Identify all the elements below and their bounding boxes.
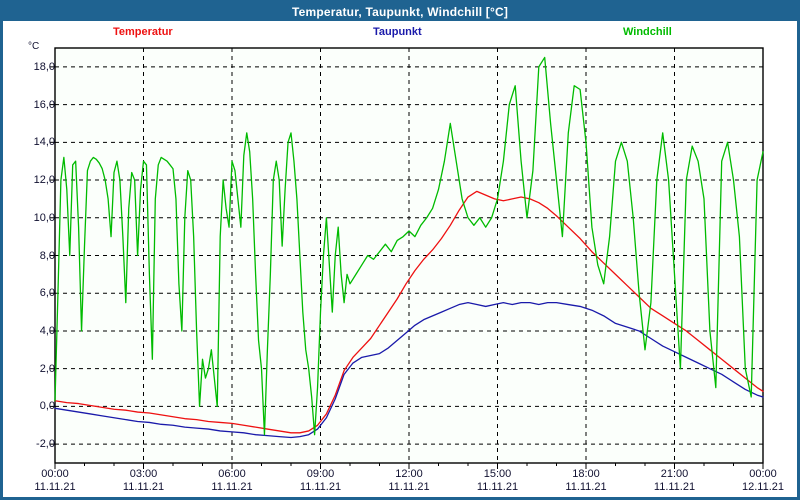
- x-axis-tick-time: 03:00: [129, 468, 158, 480]
- chart-canvas: [50, 47, 764, 469]
- x-axis-tick-time: 06:00: [218, 468, 246, 480]
- x-axis-tick-date: 11.11.21: [565, 481, 607, 493]
- x-axis-tick-time: 12:00: [395, 468, 423, 480]
- y-axis-tick-label: 0,0: [39, 400, 55, 413]
- x-axis-tick-label: 03:00 11.11.21: [104, 468, 184, 494]
- x-axis-tick-label: 21:00 11.11.21: [635, 468, 715, 494]
- x-axis-tick-label: 00:00 11.11.21: [15, 468, 95, 494]
- x-axis-tick-time: 00:00: [41, 468, 69, 480]
- y-axis-tick-label: 12,0: [33, 174, 55, 187]
- x-axis-tick-time: 00:00: [749, 468, 777, 480]
- x-axis-tick-time: 09:00: [306, 468, 335, 480]
- y-axis-tick-label: 6,0: [39, 287, 55, 300]
- y-axis-tick-label: 16,0: [33, 98, 55, 111]
- x-axis-tick-date: 11.11.21: [476, 481, 519, 493]
- y-axis-tick-label: 4,0: [39, 324, 55, 337]
- chart-legend: Temperatur Taupunkt Windchill: [3, 23, 797, 43]
- x-axis-tick-label: 12:00 11.11.21: [369, 468, 449, 494]
- x-axis-tick-date: 11.11.21: [122, 481, 165, 493]
- series-line-temperatur: [54, 190, 764, 434]
- x-axis-tick-label: 15:00 11.11.21: [458, 468, 538, 494]
- window-title-bar: Temperatur, Taupunkt, Windchill [°C]: [3, 3, 797, 21]
- x-axis-tick-time: 18:00: [572, 468, 600, 480]
- y-axis-tick-label: 18,0: [33, 60, 55, 73]
- x-axis-tick-label: 18:00 11.11.21: [546, 468, 626, 494]
- legend-item-taupunkt: Taupunkt: [373, 26, 422, 38]
- x-axis-tick-label: 09:00 11.11.21: [281, 468, 361, 494]
- y-axis-tick-label: 10,0: [33, 211, 55, 224]
- plot-area: °C 18,0 16,0 14,0 12,0 10,0 8,0 6,0 4,0 2,0 0,0 -2…: [3, 3, 797, 497]
- series-line-windchill: [54, 56, 764, 436]
- x-axis-tick-label: 06:00 11.11.21: [192, 468, 272, 494]
- legend-item-temperatur: Temperatur: [113, 26, 173, 38]
- y-axis-tick-labels: 18,0 16,0 14,0 12,0 10,0 8,0 6,0 4,0 2,0 0,0 -2,0: [3, 3, 55, 497]
- y-axis-tick-label: 2,0: [39, 362, 55, 375]
- y-axis-tick-label: -2,0: [36, 438, 55, 451]
- x-axis-tick-label: 00:00 12.11.21: [723, 468, 800, 494]
- x-axis-tick-date: 12.11.21: [741, 481, 784, 493]
- y-axis-tick-label: 14,0: [33, 136, 55, 149]
- x-axis-tick-date: 11.11.21: [34, 481, 76, 493]
- y-axis-unit-label: °C: [28, 41, 40, 52]
- page-title: Temperatur, Taupunkt, Windchill [°C]: [291, 5, 509, 19]
- x-axis-tick-time: 21:00: [660, 468, 689, 480]
- x-axis-tick-labels: 00:00 11.11.21 03:00 11.11.21 06:00 11.11.21 0…: [3, 468, 797, 498]
- series-line-taupunkt: [54, 302, 764, 439]
- x-axis-tick-date: 11.11.21: [388, 481, 430, 493]
- x-axis-tick-date: 11.11.21: [211, 481, 253, 493]
- x-axis-tick-date: 11.11.21: [653, 481, 696, 493]
- y-axis-tick-label: 8,0: [39, 249, 55, 262]
- x-axis-tick-time: 15:00: [483, 468, 512, 480]
- legend-item-windchill: Windchill: [623, 26, 672, 38]
- x-axis-tick-date: 11.11.21: [299, 481, 342, 493]
